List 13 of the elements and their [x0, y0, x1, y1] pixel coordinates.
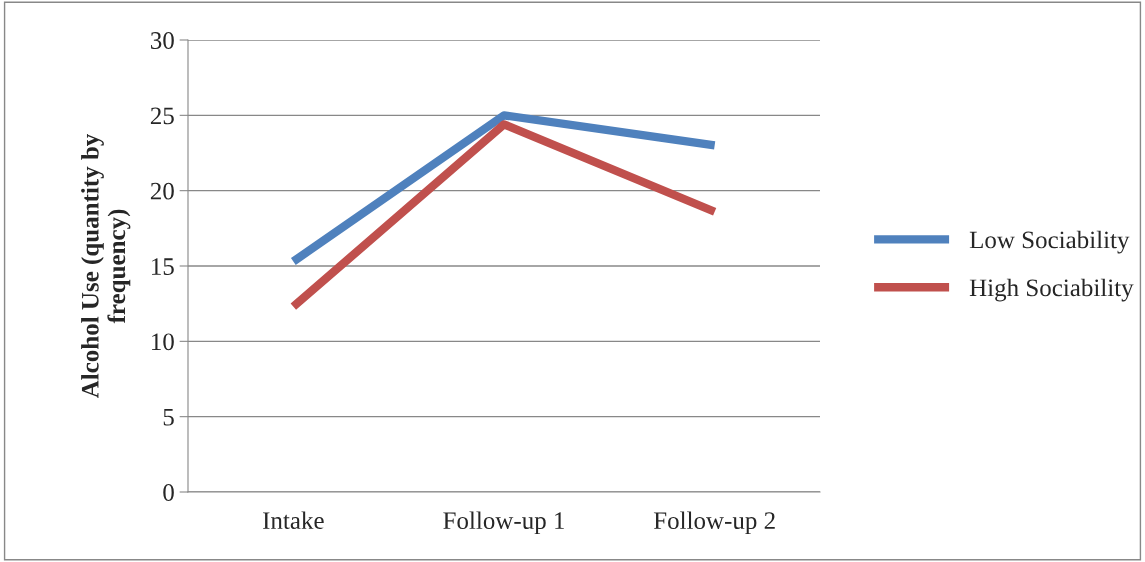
y-tick-label: 15 [152, 258, 174, 275]
legend-label: Low Sociability [969, 230, 1130, 254]
y-tick-label: 25 [150, 107, 174, 125]
y-tick-label: 10 [152, 333, 174, 351]
y-tick-label: 0 [163, 484, 174, 501]
x-tick-label: Follow-up 1 [443, 511, 564, 535]
y-tick-label: 20 [150, 182, 174, 200]
y-tick-label: 5 [163, 408, 174, 426]
y-axis-title: Alcohol Use (quantity by frequency) [81, 133, 131, 399]
legend-label: High Sociability [969, 278, 1134, 302]
x-tick-label: Intake [263, 511, 324, 530]
x-tick-label: Follow-up 2 [653, 511, 775, 535]
y-tick-label: 30 [151, 32, 174, 49]
